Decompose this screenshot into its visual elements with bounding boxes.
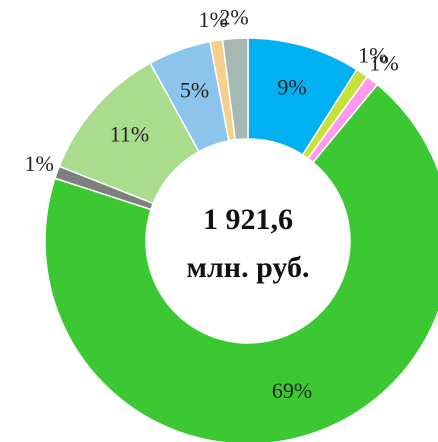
data-label: 5% [180,77,209,102]
data-label: 1% [358,42,387,67]
data-label: 11% [110,122,150,147]
data-label: 9% [277,74,306,99]
center-label: млн. руб. [187,251,310,284]
data-label: 1% [369,51,398,76]
data-label: 1% [199,7,228,32]
data-label: 1% [24,151,53,176]
center-label: 1 921,6 [203,203,293,236]
data-label: 2% [219,4,248,29]
donut-segment [44,83,438,442]
data-label: 69% [272,378,312,403]
donut-segment [221,37,249,141]
